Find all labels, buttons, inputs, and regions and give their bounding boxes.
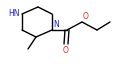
Text: O: O xyxy=(63,46,69,55)
Text: HN: HN xyxy=(9,10,20,18)
Text: O: O xyxy=(83,12,89,21)
Text: N: N xyxy=(53,20,59,29)
